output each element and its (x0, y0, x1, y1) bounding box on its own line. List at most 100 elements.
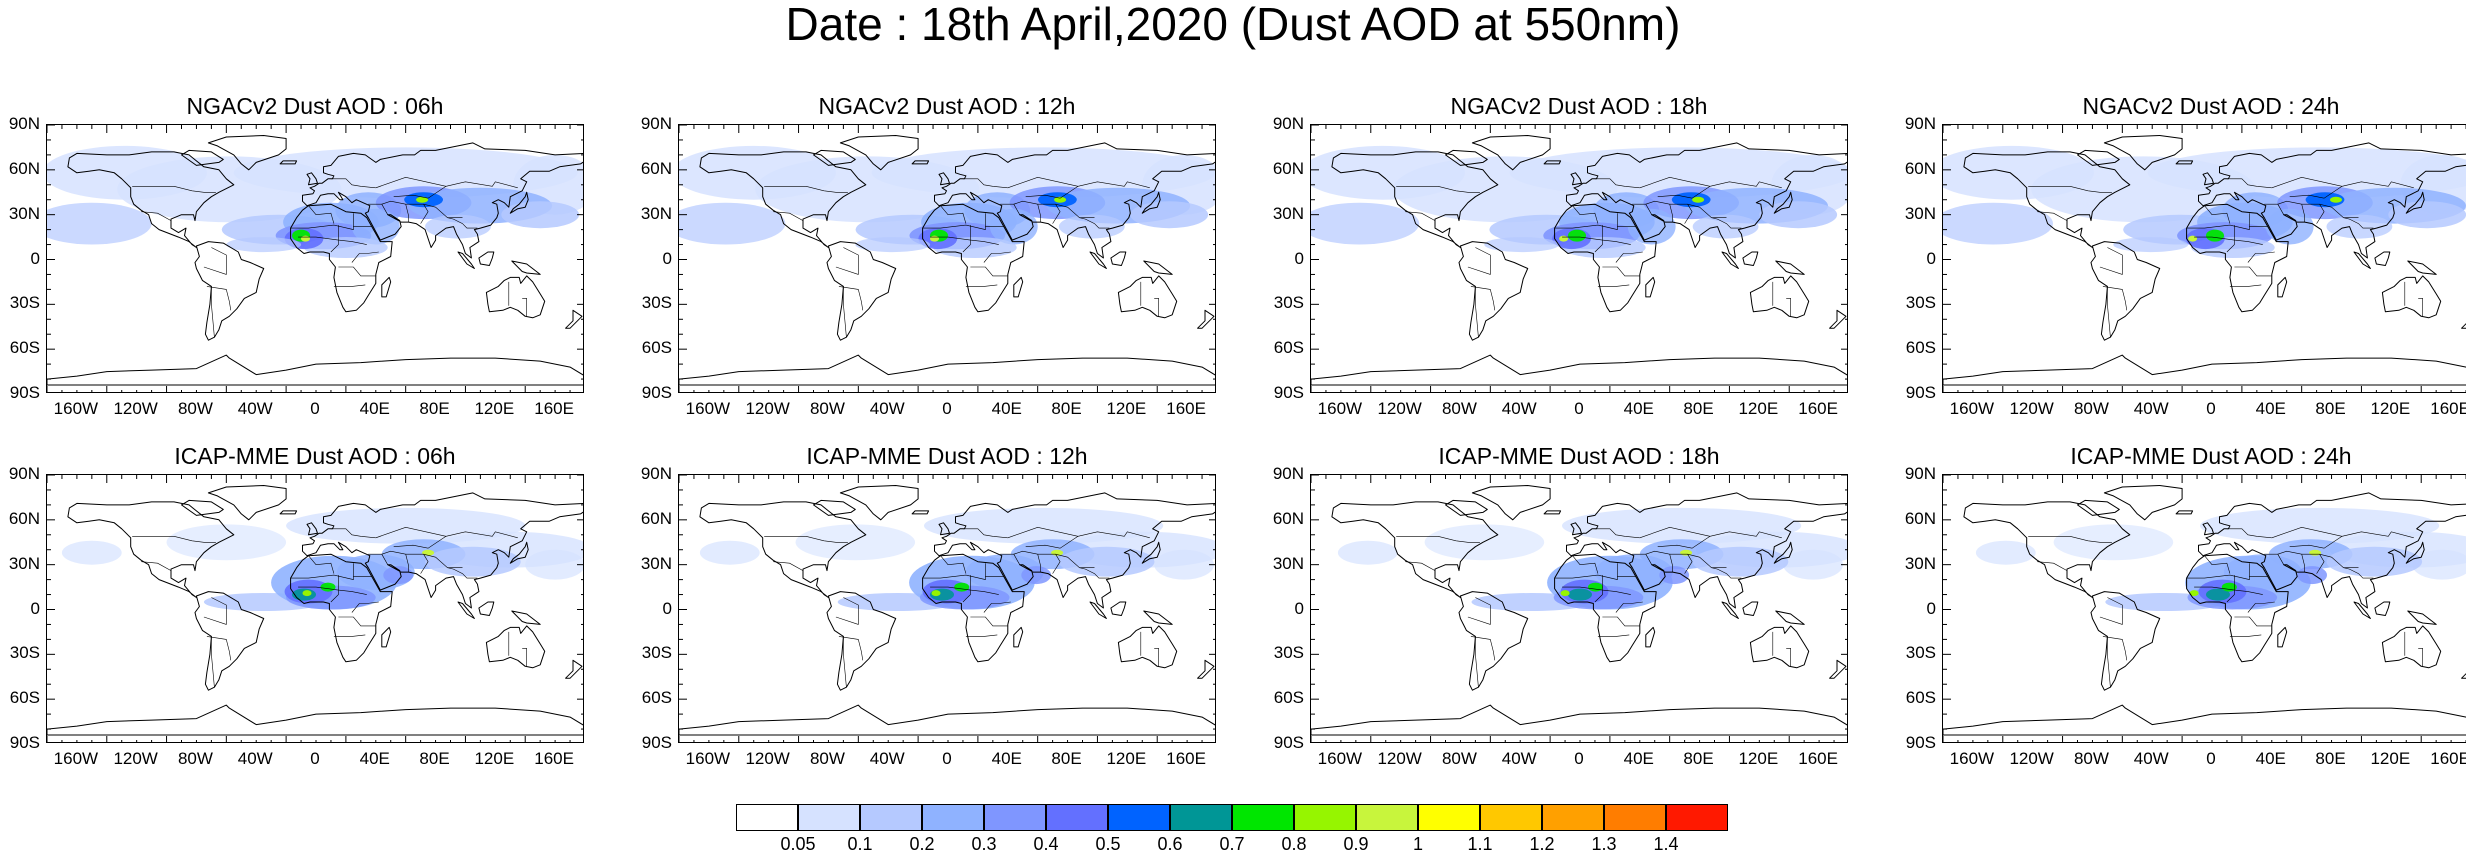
country-borders (132, 526, 528, 688)
dust-plume (1424, 524, 1545, 561)
border-line (843, 636, 847, 688)
axis-ticks (679, 125, 1215, 392)
border-line (522, 298, 528, 317)
longitude-tick-label: 0 (2206, 399, 2216, 418)
dust-plume (930, 235, 939, 242)
new-guinea-outline (511, 610, 541, 625)
border-line (2271, 526, 2343, 539)
dust-plume (2388, 201, 2466, 229)
north-america-outline (1963, 501, 2131, 598)
south-america-outline (1458, 241, 1529, 341)
map-canvas (1311, 125, 1847, 392)
latitude-tick-label: 30S (9, 293, 40, 313)
border-line (132, 535, 216, 543)
colorbar-swatch (798, 804, 860, 831)
antarctica-outline (1943, 704, 2466, 736)
longitude-tick-label: 120E (474, 399, 515, 418)
south-america-outline (1458, 591, 1529, 691)
border-line (1467, 597, 1491, 625)
latitude-tick-label: 30N (8, 553, 40, 573)
longitude-tick-label: 40W (2133, 399, 2169, 418)
border-line (962, 178, 1008, 189)
latitude-tick-label: 60N (8, 158, 40, 178)
border-line (2107, 286, 2111, 338)
dust-plume (795, 524, 916, 561)
border-line (1007, 526, 1079, 539)
border-line (1154, 648, 1160, 667)
longitude-tick-label: 80W (809, 749, 845, 768)
border-line (838, 286, 864, 311)
latitude-tick-label: 60S (641, 338, 672, 358)
longitude-tick-label: 120W (2009, 749, 2054, 768)
border-line (2028, 535, 2112, 543)
dust-aod-field (61, 507, 583, 611)
new-guinea-outline (511, 260, 541, 275)
eurasia-outline (934, 492, 1215, 609)
africa-outline (290, 553, 393, 663)
border-line (1467, 247, 1491, 275)
dust-plume (351, 208, 400, 245)
dust-plume (2326, 214, 2393, 239)
dust-plume (422, 549, 435, 556)
map-canvas (679, 125, 1215, 392)
map-panel-ngac-12h: NGACv2 Dust AOD : 12h 90N 60N 30N 0 30S 60S 90S… (632, 92, 1242, 432)
colorbar-swatch (1170, 804, 1232, 831)
latitude-tick-label: 0 (662, 598, 672, 618)
border-line (773, 211, 804, 221)
border-line (2099, 247, 2123, 275)
dust-plume (1154, 549, 1214, 580)
dust-plume (425, 214, 491, 239)
longitude-tick-label: 40E (359, 399, 390, 418)
dust-aod-field (1943, 145, 2466, 258)
longitude-tick-label: 120E (2370, 399, 2411, 418)
madagascar-outline (1013, 276, 1024, 298)
dust-plume (699, 540, 760, 565)
colorbar-swatch (1046, 804, 1108, 831)
longitude-tick-label: 80E (1683, 749, 1714, 768)
axis-ticks (1311, 125, 1847, 392)
axis-ticks (679, 475, 1215, 742)
dust-plume (1568, 588, 1592, 601)
coastlines (1943, 135, 2466, 386)
colorbar-swatch (1294, 804, 1356, 831)
longitude-tick-label: 120E (1106, 399, 1147, 418)
border-line (1657, 531, 1782, 549)
longitude-tick-label: 160W (53, 749, 99, 768)
dust-plume (1054, 196, 1067, 203)
border-line (1786, 298, 1792, 317)
latitude-tick-label: 30N (1272, 203, 1304, 223)
dust-plume (2053, 524, 2174, 561)
longitude-tick-label: 40W (869, 399, 905, 418)
latitude-tick-label: 60N (640, 508, 672, 528)
coastlines (1943, 485, 2466, 736)
longitude-tick-label: 80W (177, 399, 213, 418)
border-line (393, 531, 518, 549)
latitude-tick-label: 60S (1905, 338, 1936, 358)
coastlines (1311, 135, 1847, 386)
border-line (2301, 204, 2306, 223)
longitude-tick-label: 160W (1949, 399, 1995, 418)
border-line (2418, 298, 2424, 317)
australia-outline (485, 275, 546, 319)
eurasia-outline (1566, 492, 1847, 609)
dust-plume (1559, 235, 1569, 242)
new-guinea-outline (1775, 610, 1805, 625)
latitude-tick-label: 60N (640, 158, 672, 178)
border-line (290, 574, 372, 580)
new-zealand-outline (2461, 323, 2466, 329)
longitude-tick-label: 0 (310, 399, 320, 418)
border-line (1554, 574, 1636, 580)
coastlines (47, 485, 583, 736)
dust-plume (2221, 582, 2237, 592)
borneo-outline (1742, 251, 1759, 266)
africa-outline (290, 203, 393, 313)
border-line (1669, 204, 1674, 223)
panel-title: NGACv2 Dust AOD : 12h (818, 93, 1076, 119)
colorbar-swatch (1418, 804, 1480, 831)
border-line (290, 224, 372, 230)
colorbar-swatch (1480, 804, 1542, 831)
dust-plume (2188, 235, 2198, 242)
border-line (1154, 298, 1160, 317)
dust-plume (301, 235, 310, 242)
dust-plume (1659, 566, 1690, 585)
